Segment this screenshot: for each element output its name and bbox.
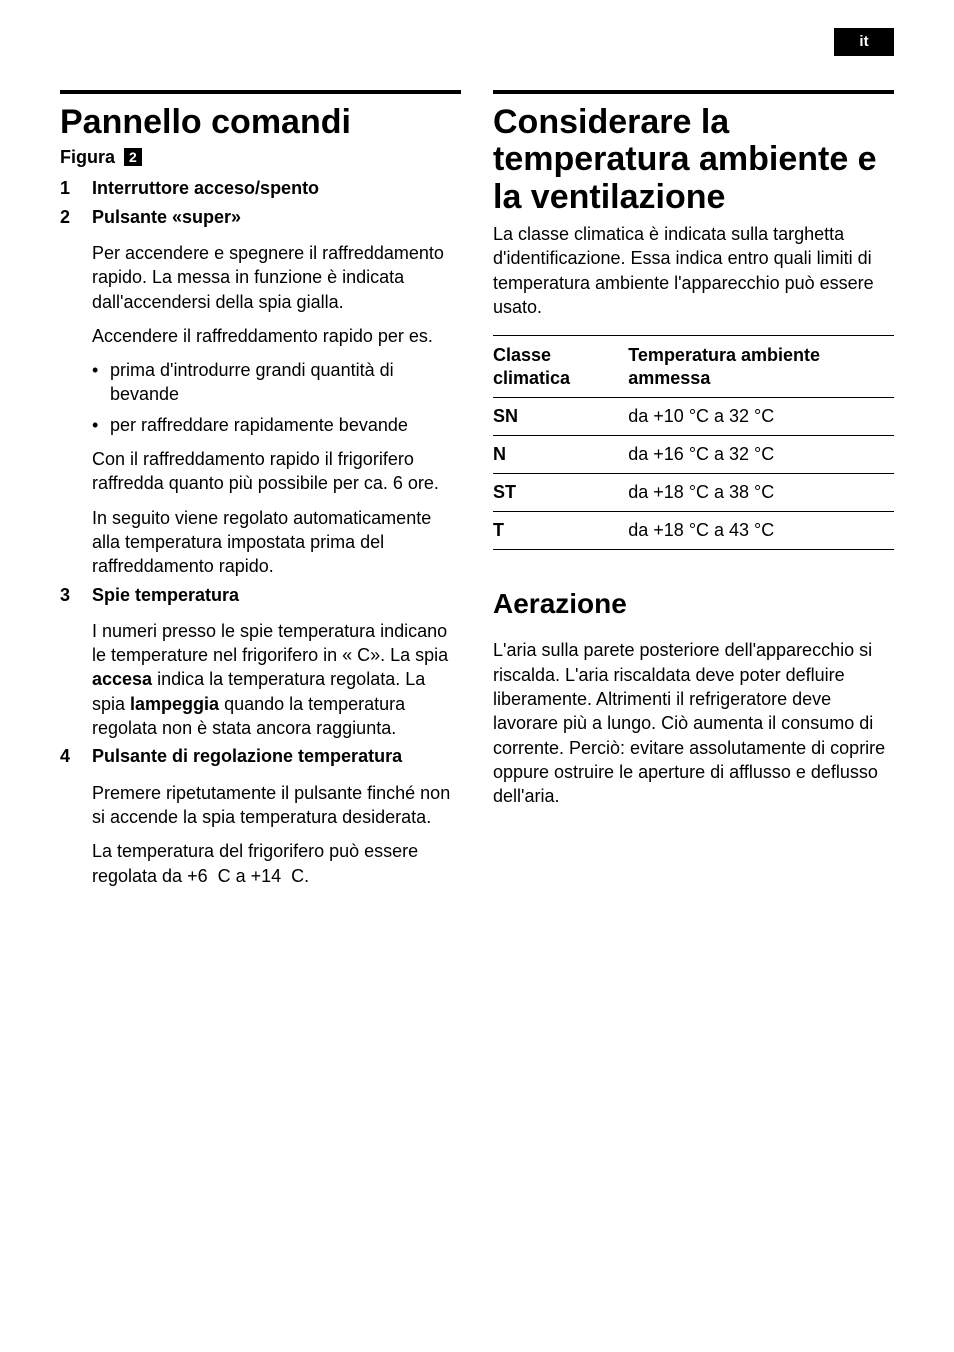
row4-class: T bbox=[493, 512, 628, 550]
language-tab: it bbox=[834, 28, 894, 56]
item2-para3: Con il raffreddamento rapido il frigorif… bbox=[92, 447, 461, 496]
item4-body: Premere ripetutamente il pulsante finché… bbox=[92, 781, 461, 888]
item2-para1: Per accendere e spegnere il raffreddamen… bbox=[92, 241, 461, 314]
item2-bullet1: prima d'introdurre grandi quantità di be… bbox=[92, 358, 461, 407]
item2-num: 2 bbox=[60, 205, 86, 579]
left-rule bbox=[60, 90, 461, 94]
th-class: Classe climatica bbox=[493, 336, 628, 398]
item2-bullet2: per raffreddare rapidamente bevande bbox=[92, 413, 461, 437]
item4-para1: Premere ripetutamente il pulsante finché… bbox=[92, 781, 461, 830]
item2-para4: In seguito viene regolato automaticament… bbox=[92, 506, 461, 579]
item4-head: Pulsante di regolazione temperatura bbox=[92, 746, 402, 766]
row4-temp: da +18 °C a 43 °C bbox=[628, 512, 894, 550]
item4-content: Pulsante di regolazione temperatura Prem… bbox=[92, 744, 461, 887]
left-column: Pannello comandi Figura 2 1 Interruttore… bbox=[60, 90, 461, 888]
numbered-list: 1 Interruttore acceso/spento 2 Pulsante … bbox=[60, 176, 461, 887]
item4-para2: La temperatura del frigorifero può esser… bbox=[92, 839, 461, 888]
row3-temp: da +18 °C a 38 °C bbox=[628, 474, 894, 512]
right-column: Considerare la temperatura ambiente e la… bbox=[493, 90, 894, 888]
item3-para: I numeri presso le spie temperatura indi… bbox=[92, 619, 461, 740]
item3-head: Spie temperatura bbox=[92, 585, 239, 605]
figura-label: Figura bbox=[60, 147, 115, 167]
item2-head: Pulsante «super» bbox=[92, 207, 241, 227]
figura-num-box: 2 bbox=[124, 148, 142, 166]
item4-num: 4 bbox=[60, 744, 86, 887]
content-columns: Pannello comandi Figura 2 1 Interruttore… bbox=[60, 90, 894, 888]
left-title: Pannello comandi bbox=[60, 104, 461, 141]
row2-temp: da +16 °C a 32 °C bbox=[628, 436, 894, 474]
item1-content: Interruttore acceso/spento bbox=[92, 176, 461, 200]
aerazione-title: Aerazione bbox=[493, 588, 894, 620]
row3-class: ST bbox=[493, 474, 628, 512]
item3-content: Spie temperatura I numeri presso le spie… bbox=[92, 583, 461, 741]
item3-body: I numeri presso le spie temperatura indi… bbox=[92, 619, 461, 740]
aerazione-body: L'aria sulla parete posteriore dell'appa… bbox=[493, 638, 894, 808]
row1-class: SN bbox=[493, 398, 628, 436]
item2-para2: Accendere il raffreddamento rapido per e… bbox=[92, 324, 461, 348]
table-row: SN da +10 °C a 32 °C bbox=[493, 398, 894, 436]
item3-num: 3 bbox=[60, 583, 86, 741]
right-title: Considerare la temperatura ambiente e la… bbox=[493, 104, 894, 216]
page: it Pannello comandi Figura 2 1 Interrutt… bbox=[0, 0, 954, 1352]
row2-class: N bbox=[493, 436, 628, 474]
item2-bullets: prima d'introdurre grandi quantità di be… bbox=[92, 358, 461, 437]
item1-num: 1 bbox=[60, 176, 86, 200]
table-header-row: Classe climatica Temperatura ambiente am… bbox=[493, 336, 894, 398]
table-row: N da +16 °C a 32 °C bbox=[493, 436, 894, 474]
item2-body: Per accendere e spegnere il raffreddamen… bbox=[92, 241, 461, 579]
figura-label-line: Figura 2 bbox=[60, 147, 461, 168]
climate-table: Classe climatica Temperatura ambiente am… bbox=[493, 335, 894, 550]
item2-content: Pulsante «super» Per accendere e spegner… bbox=[92, 205, 461, 579]
th-temp: Temperatura ambiente ammessa bbox=[628, 336, 894, 398]
table-row: T da +18 °C a 43 °C bbox=[493, 512, 894, 550]
item1-head: Interruttore acceso/spento bbox=[92, 178, 319, 198]
table-row: ST da +18 °C a 38 °C bbox=[493, 474, 894, 512]
right-rule bbox=[493, 90, 894, 94]
row1-temp: da +10 °C a 32 °C bbox=[628, 398, 894, 436]
right-intro: La classe climatica è indicata sulla tar… bbox=[493, 222, 894, 319]
